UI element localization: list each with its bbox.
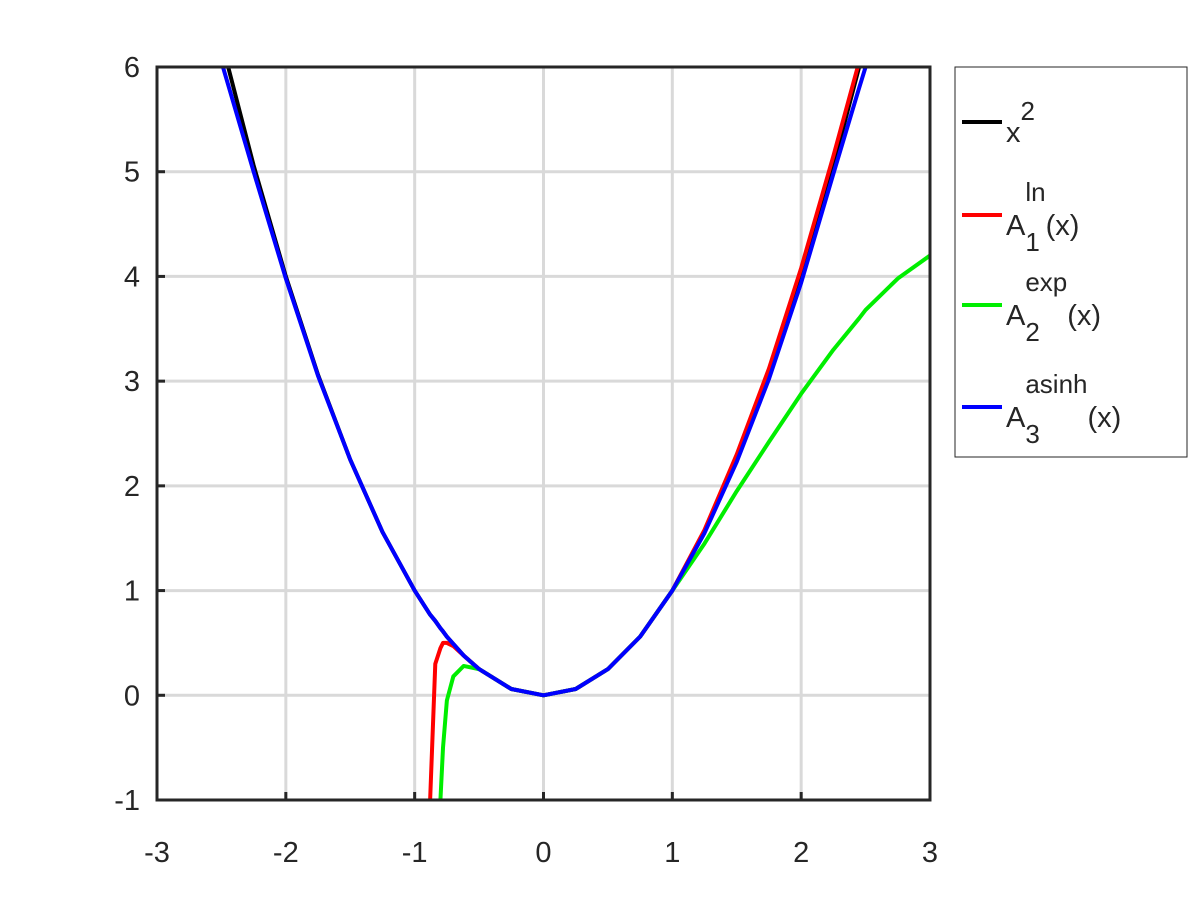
legend-sub: 2 xyxy=(1025,317,1039,347)
plot-area xyxy=(220,67,930,800)
x-tick-label: 1 xyxy=(664,837,680,869)
x-tick-label: -3 xyxy=(144,837,170,869)
y-tick-label: 1 xyxy=(124,576,140,608)
legend-sup: 2 xyxy=(1021,96,1035,126)
y-tick-label: 0 xyxy=(124,680,140,712)
legend-label: Aln 1 (x) xyxy=(1006,177,1079,257)
legend-sup: exp xyxy=(1025,267,1067,297)
y-tick-label: -1 xyxy=(114,785,140,817)
x-tick-label: -1 xyxy=(402,837,428,869)
legend-name: A xyxy=(1006,300,1026,332)
legend-suffix: (x) xyxy=(1067,300,1101,332)
legend-name: A xyxy=(1006,402,1026,434)
x-tick-label: 3 xyxy=(922,837,938,869)
legend-sub: 1 xyxy=(1025,227,1039,257)
series-line xyxy=(438,253,930,800)
legend-sub: 3 xyxy=(1025,419,1039,449)
ticks: -3 -2 -1 0 1 2 3 -1 0 1 2 3 4 5 6 xyxy=(114,52,938,869)
legend-name: A xyxy=(1006,210,1026,242)
legend-label: x2 xyxy=(1006,96,1035,149)
legend-box xyxy=(954,66,1188,458)
y-tick-label: 6 xyxy=(124,52,140,84)
grid xyxy=(155,65,932,802)
y-tick-label: 4 xyxy=(124,261,140,293)
legend-sup: asinh xyxy=(1025,369,1087,399)
legend-name: x xyxy=(1006,117,1021,149)
y-tick-label: 3 xyxy=(124,366,140,398)
x-tick-label: 2 xyxy=(793,837,809,869)
x-tick-label: -2 xyxy=(273,837,299,869)
legend-label: Aasinh 3 (x) xyxy=(1006,369,1121,449)
series-line xyxy=(220,67,868,698)
y-tick-label: 5 xyxy=(124,157,140,189)
legend-label: Aexp 2 (x) xyxy=(1006,267,1101,347)
legend-suffix: (x) xyxy=(1088,402,1122,434)
x-tick-label: 0 xyxy=(535,837,551,869)
y-tick-label: 2 xyxy=(124,471,140,503)
legend-suffix: (x) xyxy=(1046,210,1080,242)
legend-sup: ln xyxy=(1025,177,1045,207)
